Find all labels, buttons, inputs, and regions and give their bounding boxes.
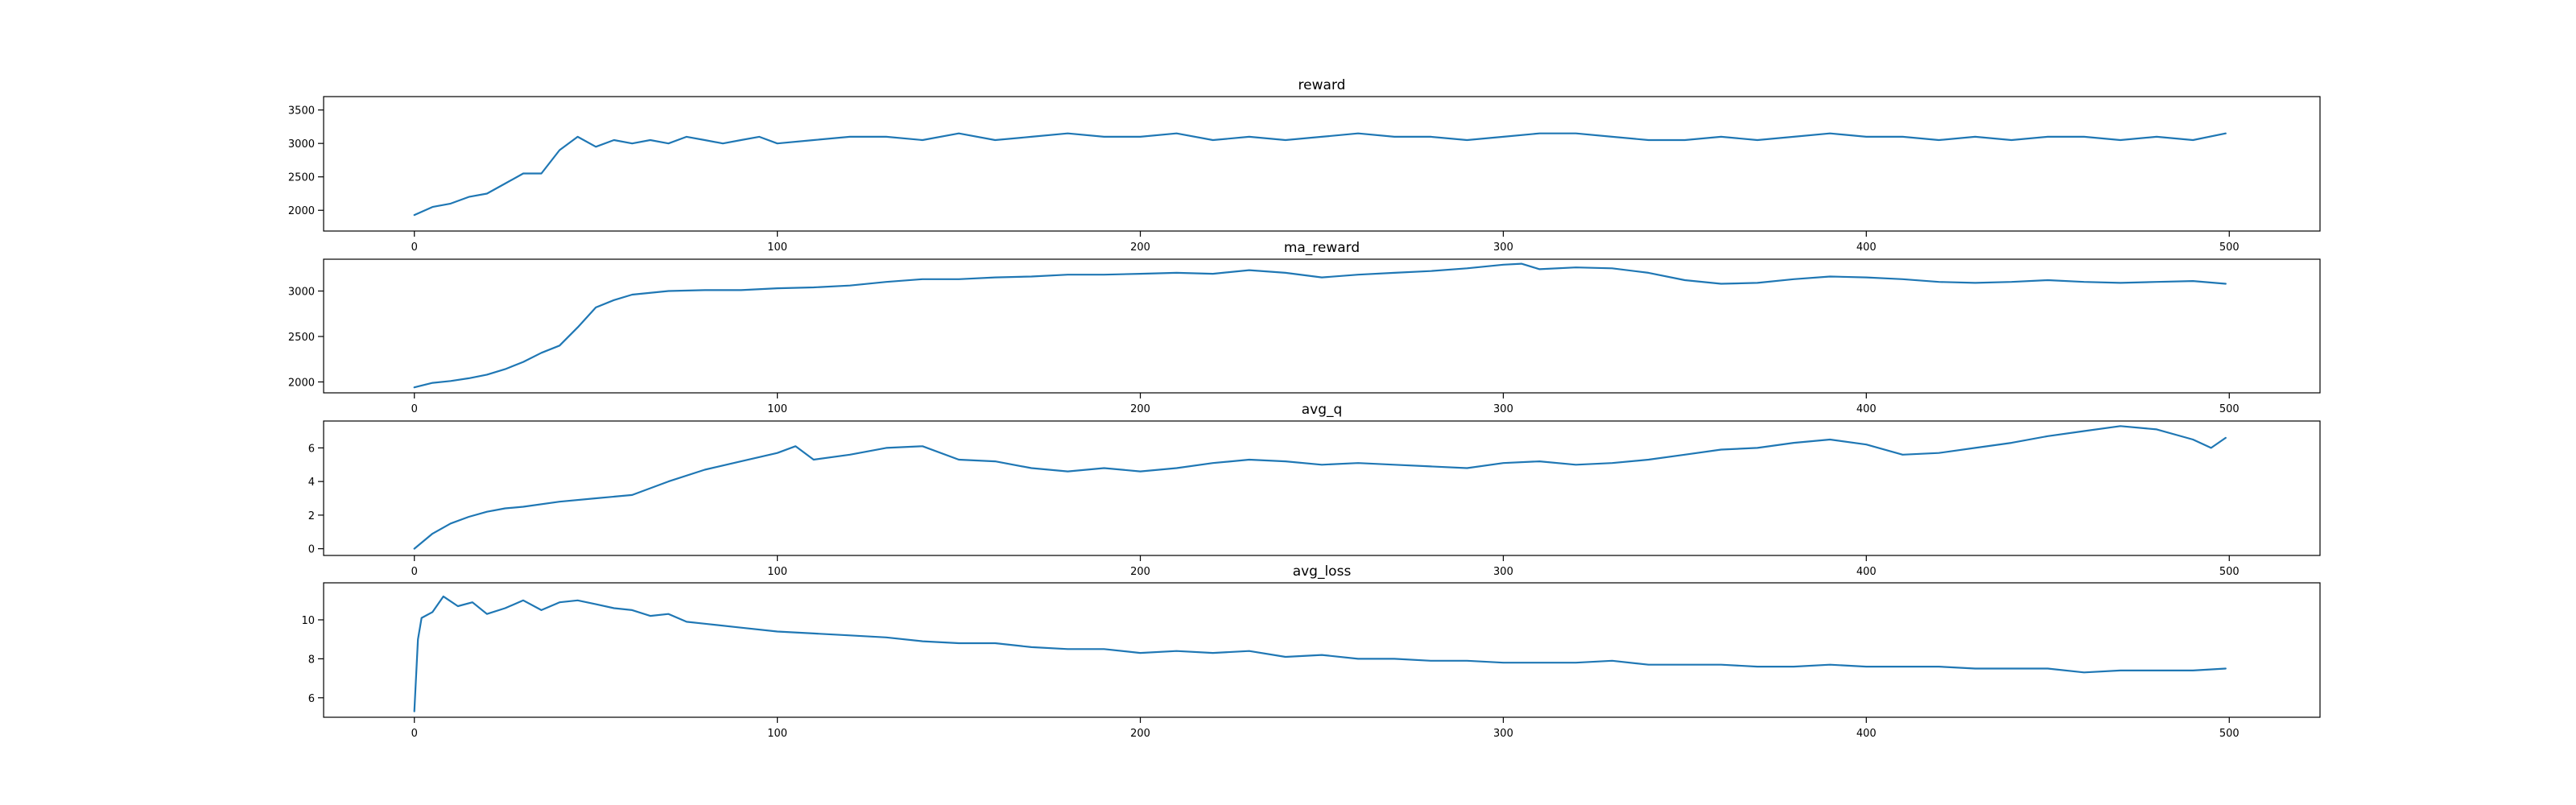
x-tick-label: 0 [411,403,418,415]
x-tick-label: 400 [1856,242,1876,254]
x-tick-label: 100 [767,242,787,254]
x-tick-label: 200 [1130,403,1150,415]
x-tick-label: 400 [1856,728,1876,740]
axes-frame [323,420,2321,556]
panel-avg-q: avg_q 0 100 200 300 400 500 0 2 4 6 [308,402,2321,578]
series-line [413,132,2227,217]
panel-avg-loss: avg_loss 0 100 200 300 400 500 6 8 10 [301,564,2321,740]
x-tick-label: 300 [1493,566,1513,578]
chart-title: avg_q [1302,402,1343,418]
x-tick-label: 400 [1856,403,1876,415]
series-line [413,262,2227,389]
x-tick-label: 0 [411,242,418,254]
x-tick-label: 0 [411,566,418,578]
chart-title: reward [1298,77,1346,93]
x-tick-label: 100 [767,403,787,415]
y-tick-label: 10 [301,615,315,627]
y-tick-label: 2000 [288,205,315,217]
y-tick-label: 2500 [288,172,315,184]
chart-title: avg_loss [1293,564,1352,580]
y-tick-label: 2000 [288,377,315,389]
x-tick-label: 500 [2219,242,2240,254]
x-tick-label: 400 [1856,566,1876,578]
axes-frame [323,582,2321,718]
x-tick-label: 200 [1130,566,1150,578]
x-tick-label: 0 [411,728,418,740]
chart-title: ma_reward [1284,240,1360,256]
x-tick-label: 300 [1493,242,1513,254]
x-tick-label: 500 [2219,728,2240,740]
y-tick-label: 3500 [288,105,315,118]
y-tick-label: 4 [308,477,315,489]
y-tick-label: 3000 [288,287,315,299]
x-tick-label: 300 [1493,728,1513,740]
y-tick-label: 8 [308,654,315,666]
panel-reward: reward 0 100 200 300 400 500 2000 2500 3000 3500 [288,77,2321,254]
y-tick-label: 6 [308,443,315,455]
y-tick-label: 0 [308,544,315,556]
y-tick-label: 3000 [288,138,315,151]
x-tick-label: 200 [1130,242,1150,254]
x-tick-label: 500 [2219,403,2240,415]
y-tick-label: 2500 [288,332,315,344]
x-tick-label: 300 [1493,403,1513,415]
x-tick-label: 100 [767,566,787,578]
axes-frame [323,258,2321,394]
x-tick-label: 200 [1130,728,1150,740]
series-line [413,425,2227,550]
axes-frame [323,96,2321,232]
y-tick-label: 2 [308,510,315,522]
x-tick-label: 100 [767,728,787,740]
x-tick-label: 500 [2219,566,2240,578]
y-tick-label: 6 [308,693,315,705]
series-line [413,595,2227,712]
